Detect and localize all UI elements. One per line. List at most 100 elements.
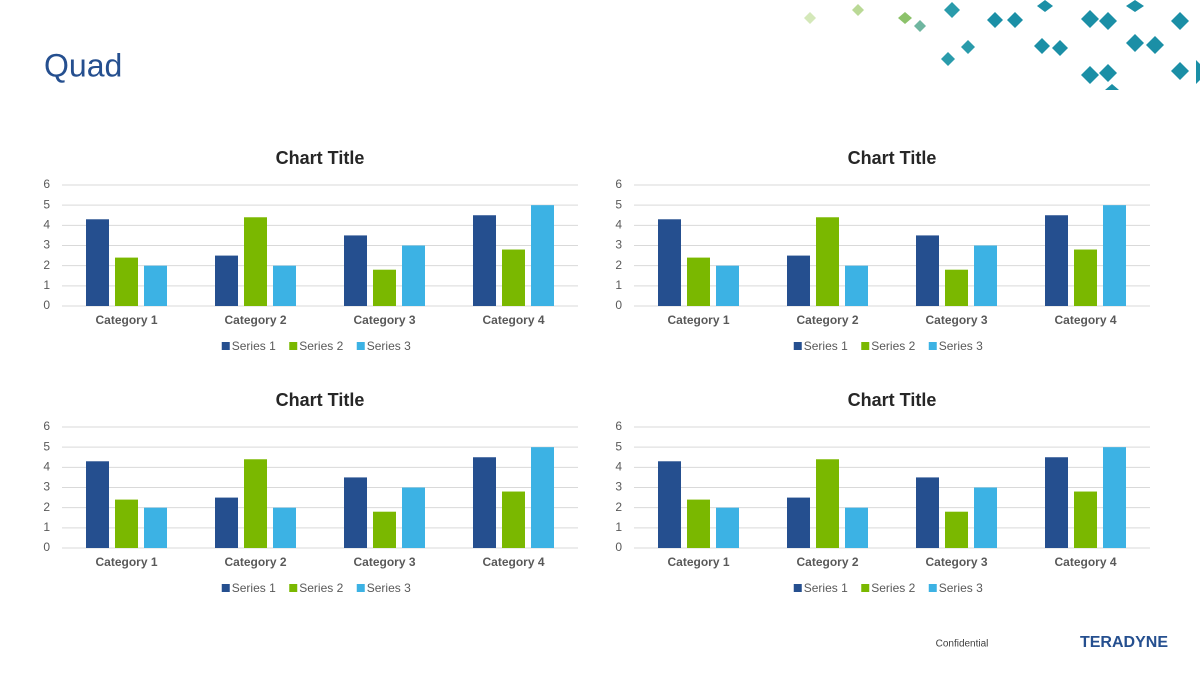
y-tick-label: 1: [43, 520, 50, 534]
legend-marker: [793, 584, 802, 592]
y-tick-label: 5: [615, 439, 622, 453]
chart: Chart Title 0 1 2 3 4 5 6 Category 1 Category 2 Ca…: [43, 390, 578, 595]
x-tick-label: Category 3: [925, 313, 987, 327]
bar: [658, 461, 681, 548]
bar: [945, 269, 968, 306]
x-tick-label: Category 2: [224, 555, 286, 569]
legend-label: Series 1: [232, 581, 276, 595]
bar: [215, 497, 238, 548]
y-tick-label: 1: [43, 278, 50, 292]
bar: [115, 499, 138, 548]
x-tick-label: Category 1: [667, 313, 729, 327]
legend-label: Series 1: [804, 339, 848, 353]
y-tick-label: 0: [43, 298, 50, 312]
bar: [916, 235, 939, 306]
legend-marker: [928, 584, 937, 592]
y-tick-label: 4: [43, 218, 50, 232]
bar: [115, 257, 138, 306]
bar: [1074, 491, 1097, 548]
bar: [473, 457, 496, 548]
decoration: [804, 0, 1200, 90]
chart-title: Chart Title: [848, 148, 937, 168]
bar: [402, 245, 425, 306]
y-tick-label: 6: [615, 419, 622, 433]
y-tick-label: 1: [615, 520, 622, 534]
x-tick-label: Category 2: [796, 313, 858, 327]
legend-label: Series 3: [939, 339, 983, 353]
legend-label: Series 3: [367, 339, 411, 353]
x-tick-label: Category 4: [1054, 555, 1116, 569]
y-tick-label: 2: [43, 258, 50, 272]
bar: [344, 235, 367, 306]
legend-label: Series 3: [939, 581, 983, 595]
x-tick-label: Category 2: [796, 555, 858, 569]
x-tick-label: Category 4: [1054, 313, 1116, 327]
bar: [144, 507, 167, 548]
bar: [1103, 447, 1126, 548]
bar: [687, 257, 710, 306]
y-tick-label: 2: [43, 500, 50, 514]
y-tick-label: 0: [615, 540, 622, 554]
x-tick-label: Category 4: [482, 555, 544, 569]
bar: [945, 511, 968, 548]
y-tick-label: 2: [615, 258, 622, 272]
x-tick-label: Category 1: [95, 555, 157, 569]
y-tick-label: 5: [43, 197, 50, 211]
bar: [244, 217, 267, 306]
legend-marker: [221, 584, 230, 592]
legend-label: Series 1: [232, 339, 276, 353]
bar: [344, 477, 367, 548]
y-tick-label: 0: [615, 298, 622, 312]
y-tick-label: 3: [615, 238, 622, 252]
x-tick-label: Category 1: [95, 313, 157, 327]
bar: [916, 477, 939, 548]
legend-marker: [221, 342, 230, 350]
bar: [687, 499, 710, 548]
legend-marker: [861, 342, 870, 350]
y-tick-label: 6: [43, 419, 50, 433]
bar: [816, 217, 839, 306]
y-tick-label: 3: [43, 238, 50, 252]
legend-marker: [928, 342, 937, 350]
bar: [473, 215, 496, 306]
y-tick-label: 3: [43, 480, 50, 494]
bar: [845, 507, 868, 548]
legend-label: Series 2: [871, 581, 915, 595]
bar: [787, 255, 810, 306]
chart-title: Chart Title: [276, 148, 365, 168]
bar: [373, 511, 396, 548]
x-tick-label: Category 4: [482, 313, 544, 327]
bar: [845, 265, 868, 306]
bar: [1074, 249, 1097, 306]
bar: [658, 219, 681, 306]
bar: [402, 487, 425, 548]
slide-title: Quad: [44, 47, 122, 83]
x-tick-label: Category 3: [353, 555, 415, 569]
bar: [144, 265, 167, 306]
bar: [273, 265, 296, 306]
bar: [215, 255, 238, 306]
bar: [974, 245, 997, 306]
bar: [273, 507, 296, 548]
chart-title: Chart Title: [276, 390, 365, 410]
bar: [531, 205, 554, 306]
chart: Chart Title 0 1 2 3 4 5 6 Category 1 Category 2 Ca…: [615, 148, 1150, 353]
legend-label: Series 2: [299, 581, 343, 595]
bar: [1103, 205, 1126, 306]
bar: [787, 497, 810, 548]
x-tick-label: Category 3: [925, 555, 987, 569]
y-tick-label: 4: [43, 460, 50, 474]
y-tick-label: 2: [615, 500, 622, 514]
bar: [373, 269, 396, 306]
bar: [974, 487, 997, 548]
y-tick-label: 6: [615, 177, 622, 191]
chart: Chart Title 0 1 2 3 4 5 6 Category 1 Category 2 Ca…: [615, 390, 1150, 595]
y-tick-label: 5: [615, 197, 622, 211]
legend-marker: [356, 584, 365, 592]
logo: TERADYNE: [1080, 634, 1168, 651]
chart: Chart Title 0 1 2 3 4 5 6 Category 1 Category 2 Ca…: [43, 148, 578, 353]
bar: [816, 459, 839, 548]
y-tick-label: 4: [615, 218, 622, 232]
legend-marker: [289, 342, 298, 350]
